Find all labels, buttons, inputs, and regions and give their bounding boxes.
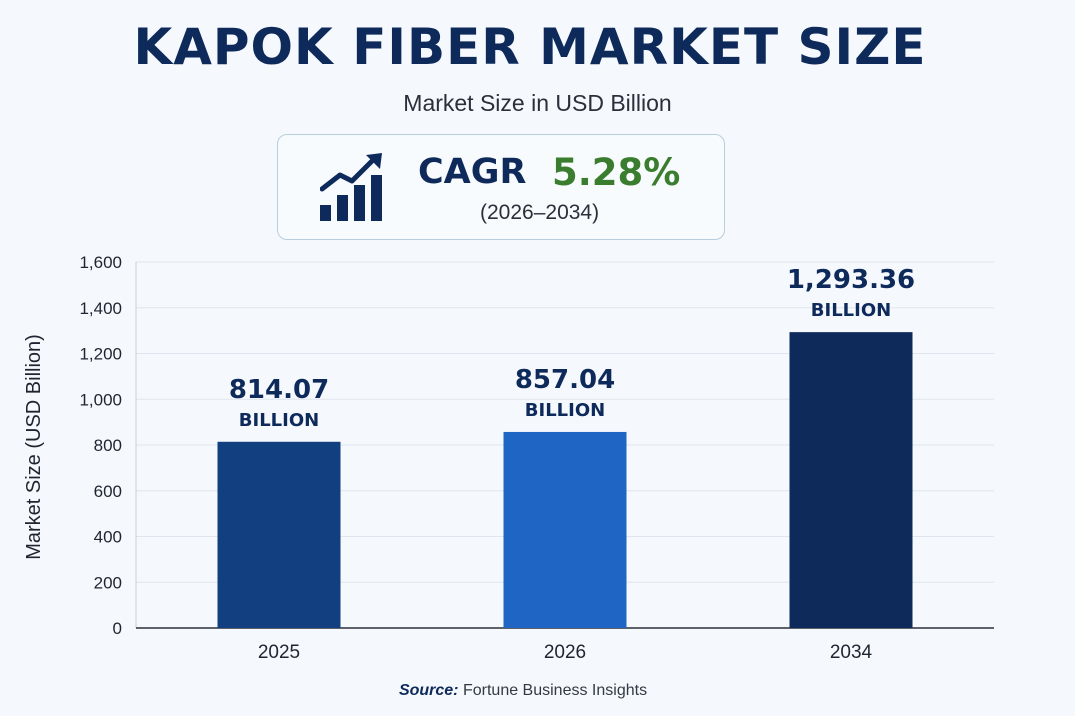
x-tick-label: 2026 [544,642,586,663]
chart-subtitle: Market Size in USD Billion [403,90,672,116]
x-tick-label: 2025 [258,642,300,663]
data-label-value: 1,293.36 [787,265,915,295]
data-label-unit: BILLION [239,410,319,431]
bar-2025 [217,441,341,628]
y-tick-label: 1,200 [79,345,122,364]
cagr-value: 5.28% [552,151,681,194]
y-tick-label: 0 [113,619,122,638]
source-text: Fortune Business Insights [462,682,648,699]
data-label-value: 857.04 [515,365,615,395]
y-tick-label: 1,400 [79,299,122,318]
data-label-value: 814.07 [229,375,329,405]
data-label-unit: BILLION [525,400,605,421]
bar-2026 [503,431,627,628]
y-tick-label: 200 [94,573,122,592]
cagr-period: (2026–2034) [480,201,600,224]
bar-2034 [789,332,913,628]
y-tick-label: 1,000 [79,390,122,409]
y-tick-label: 800 [94,436,122,455]
cagr-label: CAGR [418,152,527,192]
source-label: Source: [398,682,459,699]
bar-chart-growth-icon [320,153,382,221]
y-tick-label: 400 [94,528,122,547]
y-tick-label: 1,600 [79,253,122,272]
data-label-unit: BILLION [811,300,891,321]
chart-title: KAPOK FIBER MARKET SIZE [133,18,927,76]
source-note: Source: Fortune Business Insights [0,682,1046,700]
cagr-box: CAGR 5.28% (2026–2034) [277,134,725,240]
y-axis-title: Market Size (USD Billion) [23,334,45,560]
x-tick-label: 2034 [830,642,873,663]
y-tick-label: 600 [94,482,122,501]
